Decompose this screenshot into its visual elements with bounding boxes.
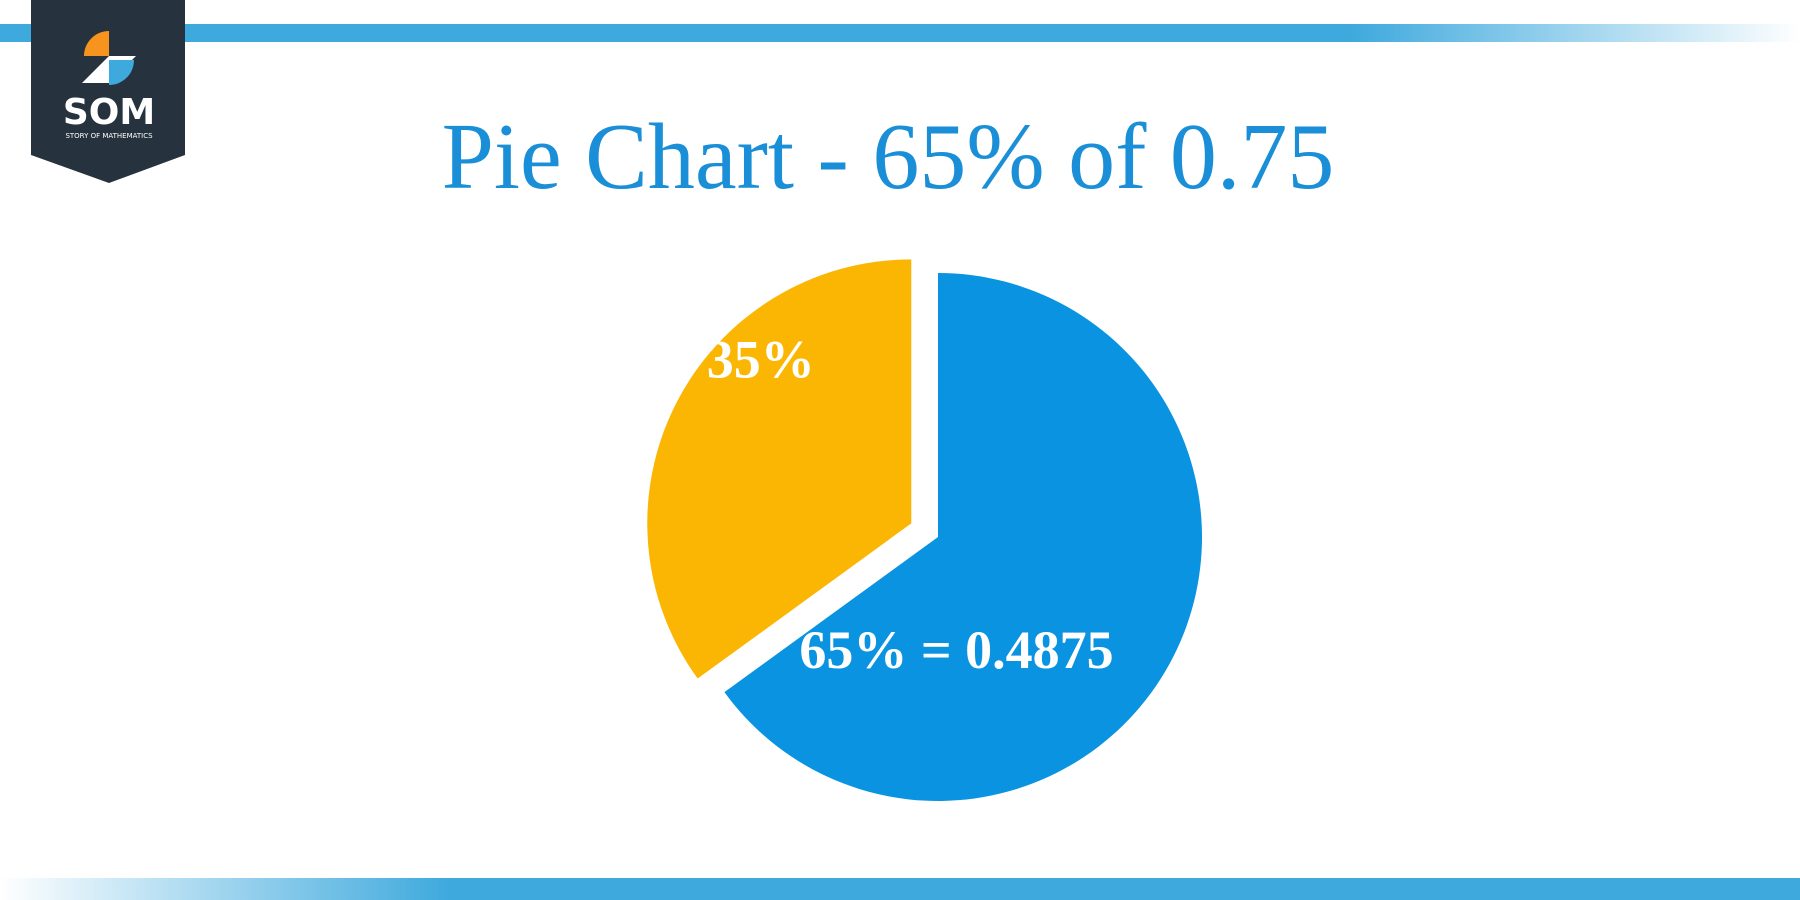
pie-slice [724,273,1202,802]
pie: 65% = 0.4875 35% [647,259,1202,802]
logo-icon [109,60,134,85]
logo-icon [82,56,109,83]
logo-icon [84,31,109,56]
logo-badge [31,0,185,183]
chart-title: Pie Chart - 65% of 0.75 [442,105,1335,209]
logo-text: SOM [63,92,155,133]
logo-tagline: STORY OF MATHEMATICS [65,132,153,140]
logo: SOM STORY OF MATHEMATICS [31,0,185,183]
top-bar [0,24,1800,42]
value-label: 35% [707,329,815,389]
bottom-bar [0,878,1800,900]
value-label: 65% = 0.4875 [799,620,1113,680]
pie-slice [647,259,912,679]
